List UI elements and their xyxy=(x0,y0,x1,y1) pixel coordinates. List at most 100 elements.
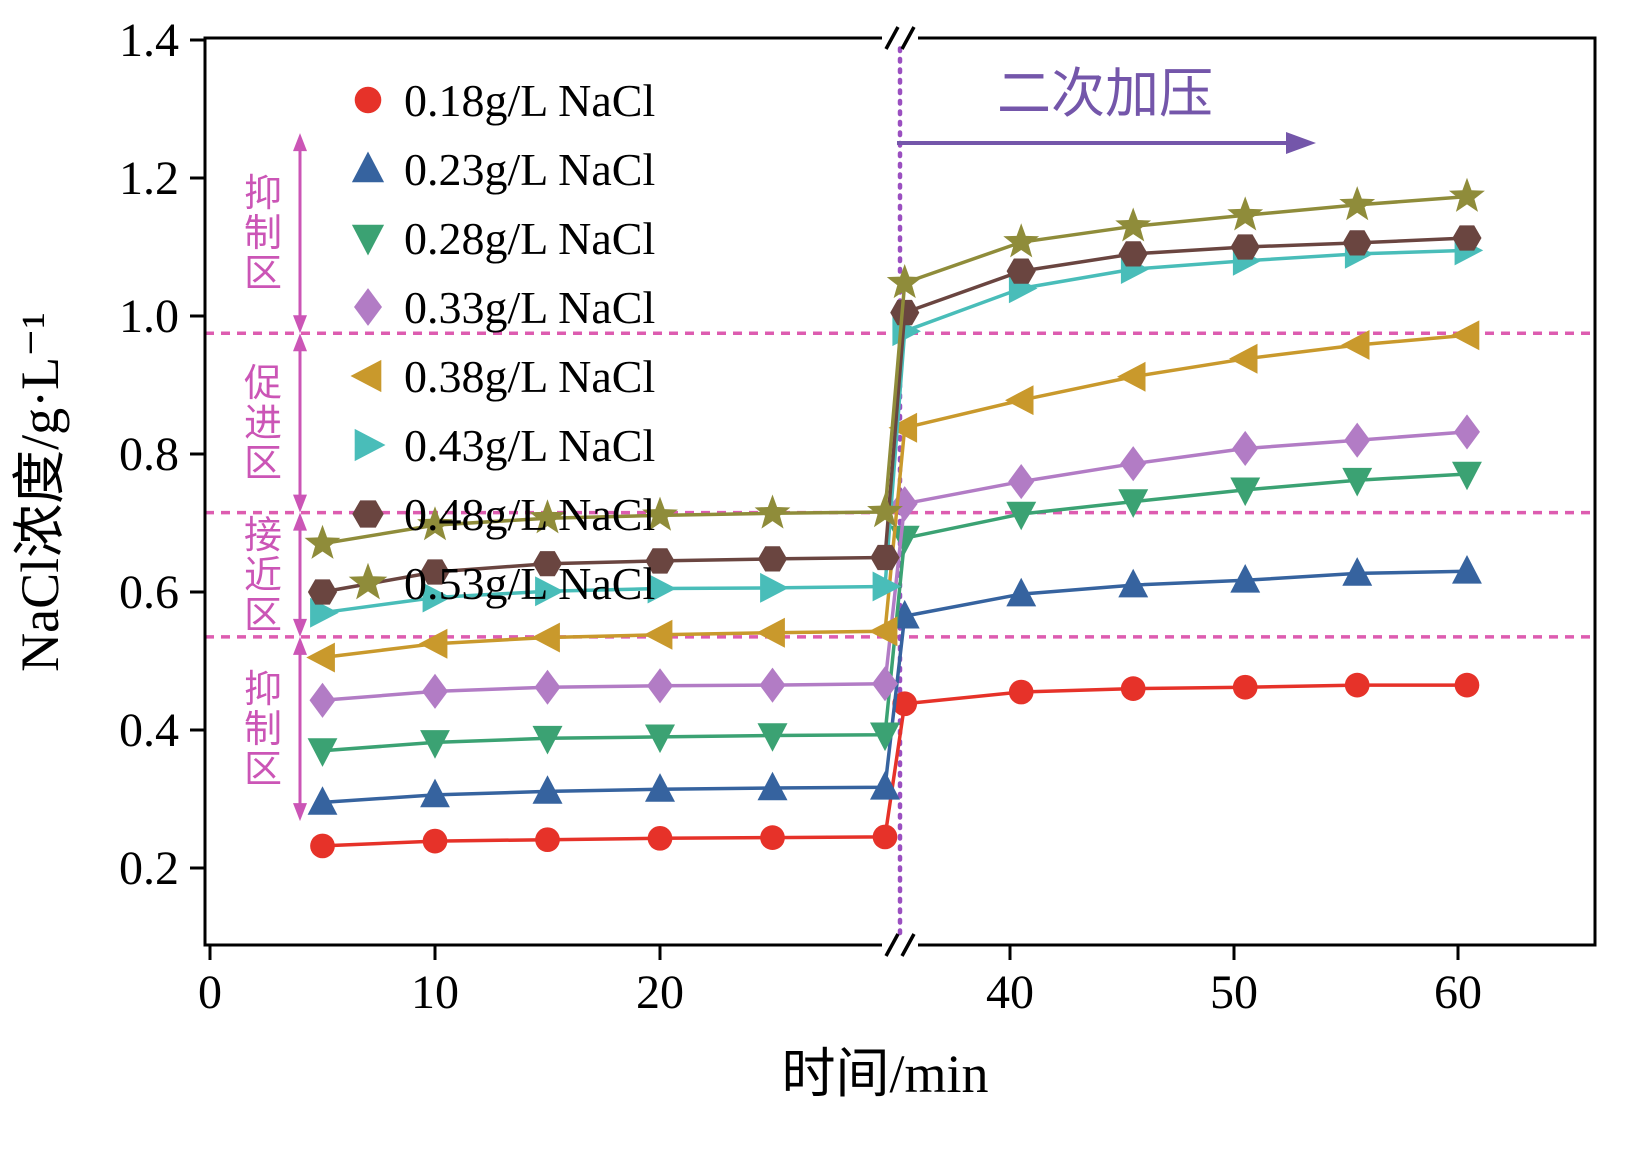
circle-marker xyxy=(1232,674,1258,700)
y-tick-label: 0.8 xyxy=(119,428,179,481)
triangle-left-marker xyxy=(1229,343,1258,374)
diamond-marker xyxy=(872,666,898,702)
series-0.38g-L-NaCl xyxy=(306,320,1480,673)
circle-marker xyxy=(892,691,918,717)
triangle-up-marker xyxy=(757,771,788,801)
triangle-left-marker xyxy=(868,616,898,647)
zone-annotation: 接近区 xyxy=(244,512,307,637)
diamond-marker xyxy=(1454,414,1480,450)
x-tick-label: 10 xyxy=(411,966,459,1019)
y-tick-label: 1.2 xyxy=(119,152,179,205)
series-0.18g-L-NaCl xyxy=(310,672,1480,859)
star-marker xyxy=(1115,207,1152,242)
series-0.33g-L-NaCl xyxy=(309,414,1480,718)
zone-annotation: 抑制区 xyxy=(244,636,307,822)
star-marker xyxy=(304,524,341,559)
zone-annotation: 抑制区 xyxy=(244,133,307,334)
hexagon-marker xyxy=(870,544,900,571)
axis-break-icon xyxy=(884,933,900,957)
circle-marker xyxy=(1454,672,1480,698)
legend-label: 0.43g/L NaCl xyxy=(404,420,655,471)
hexagon-marker xyxy=(420,559,450,585)
legend-item: 0.33g/L NaCl xyxy=(354,282,655,333)
y-tick-label: 0.2 xyxy=(119,842,179,895)
diamond-marker xyxy=(534,669,561,705)
zone-arrow-head xyxy=(293,618,307,637)
triangle-right-marker xyxy=(354,428,386,462)
zone-label: 接近区 xyxy=(244,515,282,637)
triangle-right-marker xyxy=(872,571,902,602)
diamond-marker xyxy=(422,673,448,709)
circle-marker xyxy=(422,828,448,854)
triangle-up-marker xyxy=(645,773,675,802)
pressure-arrow-head xyxy=(1286,132,1316,154)
triangle-left-marker xyxy=(643,619,673,650)
star-marker xyxy=(417,506,453,541)
legend-item: 0.53g/L NaCl xyxy=(348,558,655,609)
zone-arrow-head xyxy=(293,315,307,334)
x-tick-label: 40 xyxy=(986,966,1034,1019)
hexagon-marker xyxy=(757,546,788,572)
series-line xyxy=(322,430,1468,703)
triangle-up-marker xyxy=(351,151,385,183)
legend-label: 0.28g/L NaCl xyxy=(404,213,655,264)
triangle-down-marker xyxy=(351,224,385,256)
x-tick-label: 20 xyxy=(636,966,684,1019)
series-line xyxy=(322,236,1468,594)
triangle-down-marker xyxy=(889,525,920,555)
legend-label: 0.18g/L NaCl xyxy=(404,75,655,126)
triangle-left-marker xyxy=(418,628,448,659)
series-line xyxy=(322,683,1467,848)
legend-item: 0.18g/L NaCl xyxy=(354,75,655,126)
triangle-left-marker xyxy=(888,412,918,443)
triangle-down-marker xyxy=(645,724,675,754)
y-tick-label: 1.0 xyxy=(119,290,179,343)
zone-label: 促进区 xyxy=(244,363,282,485)
triangle-up-marker xyxy=(420,778,450,808)
triangle-down-marker xyxy=(1006,501,1037,531)
star-marker xyxy=(1449,177,1485,212)
triangle-down-marker xyxy=(420,730,450,759)
zone-label: 抑制区 xyxy=(244,669,282,791)
triangle-up-marker xyxy=(307,786,338,815)
diamond-marker xyxy=(647,668,673,704)
triangle-down-marker xyxy=(757,723,788,752)
hexagon-marker xyxy=(1342,230,1372,256)
series-line xyxy=(322,569,1468,805)
triangle-up-marker xyxy=(532,775,563,804)
triangle-up-marker xyxy=(870,771,900,800)
zone-arrow-head xyxy=(293,636,307,655)
x-tick-label: 60 xyxy=(1434,966,1482,1019)
hexagon-marker xyxy=(307,579,338,605)
hexagon-marker xyxy=(1118,241,1148,267)
legend-label: 0.33g/L NaCl xyxy=(404,282,655,333)
hexagon-marker xyxy=(1006,258,1036,284)
circle-marker xyxy=(1344,672,1370,698)
axis-break-icon xyxy=(900,933,916,957)
triangle-up-marker xyxy=(1452,555,1482,584)
triangle-down-marker xyxy=(870,722,900,752)
series-0.48g-L-NaCl xyxy=(307,225,1482,605)
triangle-left-marker xyxy=(531,622,560,653)
y-tick-label: 0.6 xyxy=(119,566,179,619)
legend-item: 0.23g/L NaCl xyxy=(351,144,655,195)
circle-marker xyxy=(354,86,382,114)
triangle-up-marker xyxy=(1230,564,1261,593)
diamond-marker xyxy=(309,682,336,718)
hexagon-marker xyxy=(645,548,675,574)
diamond-marker xyxy=(1120,446,1147,482)
diamond-marker xyxy=(1344,422,1371,458)
series-line xyxy=(322,194,1468,546)
star-marker xyxy=(642,496,678,531)
series-line xyxy=(322,248,1468,615)
pressure-annotation-text: 二次加压 xyxy=(997,64,1213,124)
hexagon-marker xyxy=(352,500,384,528)
x-axis-label: 时间/min xyxy=(781,1044,988,1104)
triangle-left-marker xyxy=(1341,330,1370,360)
legend-item: 0.43g/L NaCl xyxy=(354,420,655,471)
zone-annotation: 促进区 xyxy=(244,333,307,513)
series-0.23g-L-NaCl xyxy=(307,555,1482,815)
circle-marker xyxy=(1008,679,1034,705)
hexagon-marker xyxy=(1230,234,1260,260)
